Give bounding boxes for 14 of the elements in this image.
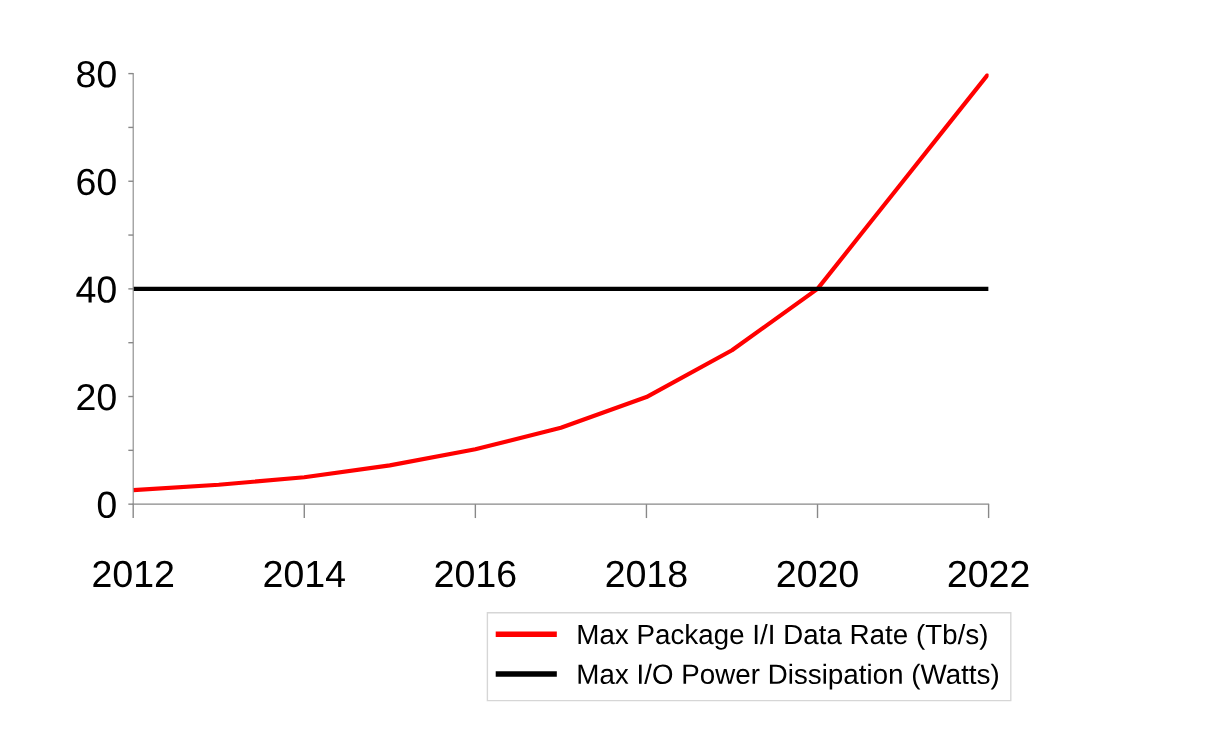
- y-tick-label: 80: [77, 61, 116, 88]
- line-series: [133, 73, 989, 493]
- legend-label: Max Package I/I Data Rate (Tb/s): [578, 623, 987, 650]
- legend-label: Max I/O Power Dissipation (Watts): [578, 663, 998, 690]
- x-tick-label: 2012: [93, 560, 174, 588]
- x-tick-label: 2016: [435, 560, 516, 588]
- y-tick-label: 40: [76, 276, 116, 303]
- y-tick-label: 20: [77, 383, 116, 411]
- x-tick-label: 2018: [606, 560, 687, 588]
- x-tick-label: 2022: [948, 560, 1029, 588]
- x-tick-label: 2020: [777, 560, 858, 588]
- x-tick-label: 2014: [264, 560, 345, 588]
- y-tick-label: 60: [77, 168, 116, 196]
- y-tick-label: 0: [97, 491, 116, 519]
